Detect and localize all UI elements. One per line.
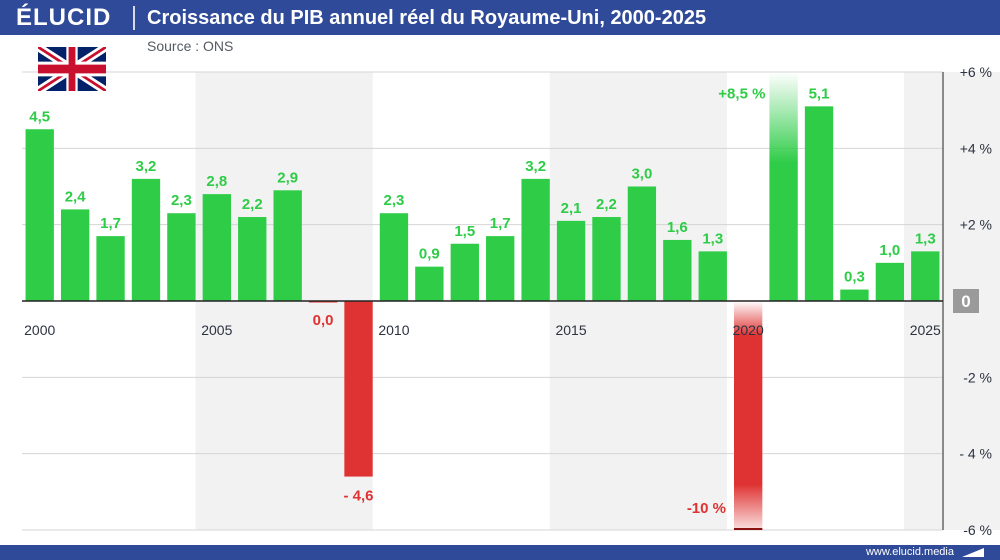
data-label-2016: 2,2 [596, 196, 617, 213]
bar-2017 [627, 186, 657, 301]
data-label-2025: 1,3 [915, 230, 936, 247]
data-label-2023: 0,3 [844, 269, 865, 286]
title-divider [133, 6, 135, 30]
bar-2000 [25, 129, 54, 301]
data-label-2020: -10 % [687, 500, 726, 517]
data-label-2002: 1,7 [100, 215, 121, 232]
bar-2009 [344, 301, 373, 477]
bar-2019 [698, 251, 727, 301]
y-tick-label: +6 % [960, 64, 992, 80]
bar-2012 [450, 243, 479, 301]
bar-2015 [556, 220, 586, 301]
y-tick-label: -2 % [963, 369, 992, 385]
data-label-2007: 2,9 [277, 169, 298, 186]
x-tick-label: 2025 [910, 322, 941, 338]
bar-chart: +6 % +4 % +2 % 0 -2 % - 4 % -6 % 4,5 2,4 1,7 3,2 2,… [22, 64, 1000, 538]
bar-2006 [238, 217, 267, 301]
data-label-2009: - 4,6 [344, 488, 374, 505]
bar-2014 [521, 178, 550, 301]
bar-2005 [202, 194, 231, 301]
data-label-2003: 3,2 [136, 158, 157, 175]
header-band [0, 0, 1000, 35]
uk-flag-icon [38, 47, 106, 91]
bar-2007 [273, 190, 302, 301]
chart-title: Croissance du PIB annuel réel du Royaume… [147, 7, 707, 29]
zero-tick-badge [953, 289, 979, 313]
bar-2003 [131, 178, 161, 301]
data-label-2019: 1,3 [702, 230, 723, 247]
bar-2010 [379, 213, 409, 301]
bar-2022 [804, 106, 834, 301]
bar-2004 [167, 213, 196, 301]
bar-2002 [96, 236, 125, 301]
y-tick-label: -6 % [963, 522, 992, 538]
data-label-2015: 2,1 [561, 200, 582, 217]
bar-2020 [734, 301, 763, 530]
data-label-2014: 3,2 [525, 158, 546, 175]
y-tick-label: +4 % [960, 140, 992, 156]
bar-2001 [60, 209, 90, 301]
bar-2024 [875, 262, 905, 301]
footer-band [0, 545, 1000, 560]
y-tick-label: - 4 % [959, 446, 992, 462]
bar-2013 [486, 236, 515, 301]
data-label-2013: 1,7 [490, 215, 511, 232]
x-tick-label: 2000 [24, 322, 55, 338]
chart-source: Source : ONS [147, 38, 234, 54]
data-label-2022: 5,1 [809, 85, 830, 102]
x-tick-label: 2005 [201, 322, 232, 338]
bar-2016 [592, 217, 621, 301]
data-label-2008: 0,0 [313, 312, 334, 329]
data-label-2004: 2,3 [171, 192, 192, 209]
data-label-2012: 1,5 [454, 223, 475, 240]
x-tick-label: 2015 [555, 322, 586, 338]
data-label-2024: 1,0 [879, 242, 900, 259]
bar-2011 [415, 266, 444, 301]
footer-url[interactable]: www.elucid.media [865, 546, 954, 558]
data-label-2011: 0,9 [419, 246, 440, 263]
data-label-2017: 3,0 [631, 166, 652, 183]
bar-2023 [840, 289, 869, 301]
y-tick-label: +2 % [960, 217, 992, 233]
x-tick-label: 2010 [378, 322, 409, 338]
data-label-2005: 2,8 [206, 173, 227, 190]
bar-2025 [911, 251, 940, 301]
data-label-2021: +8,5 % [718, 86, 765, 103]
brand-mark-icon [962, 548, 984, 557]
bar-2021 [769, 72, 798, 301]
data-label-2018: 1,6 [667, 219, 688, 236]
data-label-2000: 4,5 [29, 108, 50, 125]
y-tick-label: 0 [961, 292, 970, 311]
brand-logo[interactable]: ÉLUCID [16, 4, 112, 31]
data-label-2006: 2,2 [242, 196, 263, 213]
x-tick-label: 2020 [733, 322, 764, 338]
data-label-2010: 2,3 [384, 192, 405, 209]
data-label-2001: 2,4 [65, 188, 87, 205]
bar-2018 [663, 239, 692, 301]
